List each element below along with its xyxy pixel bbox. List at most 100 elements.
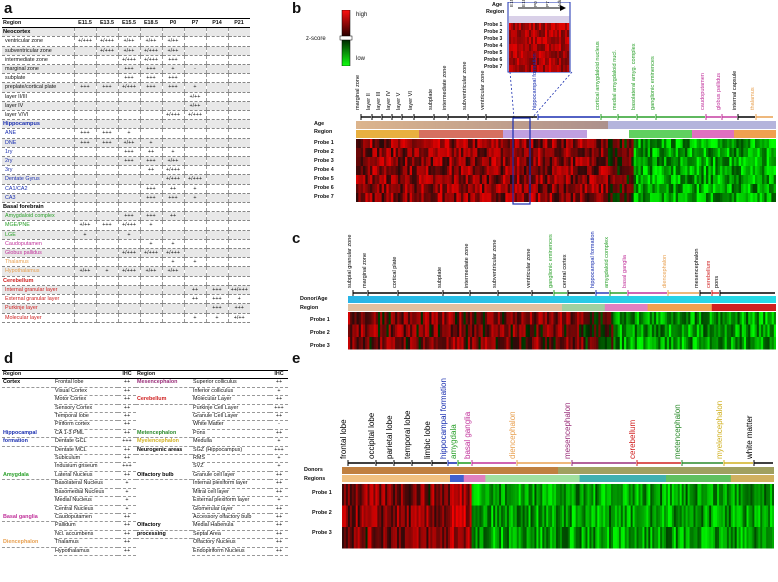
heat-cell (533, 175, 537, 184)
meta-cell (657, 121, 660, 129)
heat-cell (498, 184, 502, 193)
heat-cell (658, 484, 661, 506)
ihc-region (2, 387, 54, 395)
heat-cell (595, 484, 598, 506)
inset-cell (545, 65, 548, 72)
heat-cell (523, 324, 527, 337)
expression-table-mouse: Region E11.5 E13.5 E15.5 E18.5 P0 P7 P14 P21 Neo… (2, 18, 250, 323)
heat-cell (599, 505, 602, 527)
heat-cell (579, 484, 582, 506)
header-cell: E15.5 (118, 18, 140, 29)
heat-cell (744, 505, 747, 527)
meta-cell (591, 130, 595, 138)
heat-cell (622, 148, 625, 157)
heat-cell (587, 324, 591, 337)
meta-cell (510, 475, 514, 482)
expression-value (73, 184, 96, 194)
meta-cell (573, 467, 577, 474)
meta-cell (552, 467, 555, 474)
heat-cell (401, 337, 405, 350)
heat-cell (526, 527, 529, 549)
heat-cell (619, 312, 623, 325)
heat-cell (638, 484, 641, 506)
meta-cell (533, 121, 537, 129)
meta-cell (630, 304, 634, 311)
expression-value (227, 147, 250, 158)
meta-cell (682, 121, 686, 129)
heat-cell (621, 324, 625, 337)
heat-cell (484, 324, 488, 337)
inset-cell (547, 65, 550, 72)
heat-cell (565, 505, 569, 527)
heat-cell (681, 505, 685, 527)
meta-cell (371, 296, 375, 303)
meta-cell (729, 121, 733, 129)
heat-cell (475, 139, 478, 148)
heat-cell (631, 175, 635, 184)
heat-cell (717, 184, 721, 193)
meta-cell (620, 475, 624, 482)
heat-cell (757, 148, 761, 157)
region-column-label: intermediate zone (442, 65, 448, 110)
meta-cell (581, 467, 584, 474)
meta-cell (449, 130, 453, 138)
heat-cell (430, 157, 434, 166)
meta-cell (480, 296, 484, 303)
heat-cell (389, 484, 392, 506)
inset-cell (521, 23, 524, 30)
heat-cell (748, 337, 751, 350)
inset-cell (511, 30, 514, 37)
heat-cell (559, 324, 563, 337)
heat-cell (612, 148, 616, 157)
heat-cell (544, 324, 548, 337)
heat-cell (433, 312, 437, 325)
meta-cell (718, 296, 721, 303)
heat-cell (762, 184, 765, 193)
heat-cell (716, 324, 719, 337)
heat-cell (382, 324, 385, 337)
heat-cell (514, 184, 518, 193)
heat-cell (397, 312, 400, 325)
heat-cell (536, 337, 539, 350)
meta-cell (427, 304, 430, 311)
expression-value (227, 230, 250, 240)
region-column-label: caudoputamen (700, 72, 706, 110)
heat-cell (456, 175, 460, 184)
meta-cell (381, 475, 384, 482)
meta-cell (758, 296, 762, 303)
heat-cell (524, 148, 527, 157)
heat-cell (740, 505, 743, 527)
heat-cell (720, 324, 723, 337)
meta-cell (405, 304, 409, 311)
heat-cell (722, 484, 726, 506)
heat-cell (396, 527, 400, 549)
meta-cell (377, 130, 380, 138)
meta-cell (463, 475, 467, 482)
heat-cell (647, 312, 651, 325)
meta-cell (434, 467, 437, 474)
heat-cell (375, 337, 379, 350)
heat-cell (518, 527, 522, 549)
heat-cell (558, 527, 561, 549)
heat-cell (546, 505, 549, 527)
meta-cell (599, 467, 602, 474)
heatmap-row-label: Probe 1 (310, 317, 330, 323)
heat-cell (544, 337, 548, 350)
meta-cell (773, 130, 776, 138)
heat-cell (696, 166, 700, 175)
heat-cell (594, 337, 597, 350)
heat-cell (498, 139, 502, 148)
meta-cell (726, 304, 730, 311)
meta-cell (538, 304, 541, 311)
meta-cell (730, 467, 734, 474)
heat-cell (540, 148, 544, 157)
heat-cell (720, 157, 723, 166)
heat-cell (561, 139, 565, 148)
heat-cell (506, 312, 509, 325)
heat-cell (365, 148, 369, 157)
heat-cell (602, 337, 606, 350)
heat-cell (621, 337, 625, 350)
heat-cell (728, 505, 732, 527)
inset-cell (531, 16, 534, 23)
ihc-region: Neurogenic areas (136, 446, 192, 456)
